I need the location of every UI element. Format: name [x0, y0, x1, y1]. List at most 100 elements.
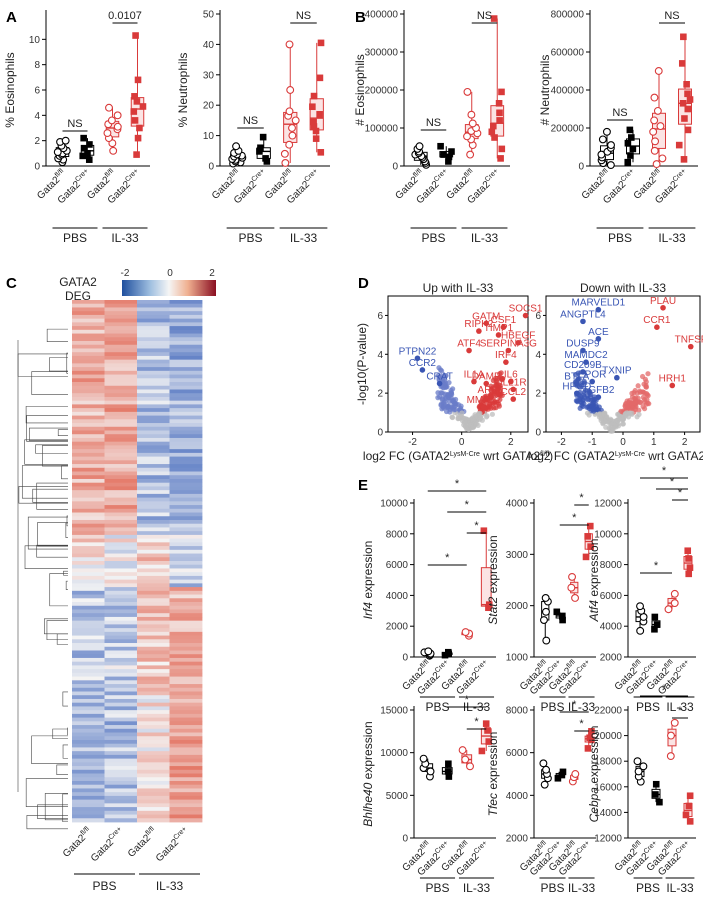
heatmap-cell-51-3	[169, 490, 203, 495]
heatmap-cell-50-0	[72, 486, 105, 491]
heatmap-cell-133-1	[104, 795, 138, 801]
heatmap-cell-74-1	[104, 575, 138, 581]
heatmap-cell-37-2	[137, 437, 170, 443]
heatmap-cell-89-2	[137, 631, 170, 636]
heatmap-cell-17-0	[72, 363, 105, 368]
heatmap-cell-94-2	[137, 650, 170, 655]
heatmap-cell-120-2	[137, 747, 170, 752]
heatmap-cell-12-3	[169, 344, 203, 349]
heatmap-cell-61-3	[169, 527, 203, 532]
D2-highlight-point-11	[574, 380, 580, 387]
heatmap-cell-81-1	[104, 602, 138, 607]
D2-point-245	[615, 411, 621, 417]
heatmap-cell-102-1	[104, 680, 138, 685]
A1-point-3-3	[131, 117, 139, 124]
heatmap-cell-68-1	[104, 553, 138, 558]
heatmap-cell-96-2	[137, 657, 170, 663]
B1-point-3-2	[491, 134, 498, 141]
heatmap-cell-44-0	[72, 464, 105, 469]
heatmap-cell-115-1	[104, 728, 138, 733]
A2-point-3-9	[317, 39, 325, 47]
heatmap-cell-67-1	[104, 549, 138, 554]
A2-point-1-3	[257, 144, 264, 152]
B1-point-2-0	[466, 150, 475, 159]
D2-highlight-point-2	[580, 318, 586, 325]
heatmap-cell-101-0	[72, 676, 105, 681]
heatmap-cell-14-0	[72, 352, 105, 357]
heatmap-cell-109-1	[104, 706, 138, 711]
D1-point-256	[478, 415, 484, 421]
heatmap-cell-69-0	[72, 557, 105, 562]
E5-ytick-label-1: 4000	[506, 791, 529, 802]
E1-ytick-label-1: 2000	[386, 622, 409, 633]
E1-ytick-label-3: 6000	[386, 560, 409, 571]
heatmap-cell-54-3	[169, 501, 203, 506]
heatmap-cell-34-3	[169, 426, 203, 431]
heatmap-cell-123-0	[72, 758, 105, 763]
B2-point-3-5	[679, 100, 687, 107]
E6-ytick-label-3: 18000	[594, 757, 622, 768]
E3-point-2-0	[664, 605, 673, 614]
heatmap-cell-11-0	[72, 341, 105, 346]
heatmap-cell-62-3	[169, 531, 203, 536]
dendrogram-branch-21	[46, 328, 68, 343]
D1-point-229	[458, 403, 464, 409]
D1-ytick-label-3: 6	[377, 311, 383, 322]
heatmap-cell-101-1	[104, 676, 138, 681]
D2-point-101	[573, 372, 579, 378]
heatmap-cell-5-2	[137, 318, 170, 323]
heatmap-cell-30-3	[169, 411, 203, 416]
A2-group-label-0: PBS	[238, 231, 262, 245]
heatmap-cell-77-1	[104, 587, 138, 592]
D2-highlight-point-1	[660, 304, 666, 311]
panel-letter-D: D	[358, 275, 369, 292]
heatmap-cell-25-2	[137, 393, 170, 398]
dendrogram-branch-19	[25, 778, 68, 808]
D2-gene-label-0: MARVELD1	[571, 298, 625, 309]
heatmap-cell-23-3	[169, 385, 203, 390]
heatmap-cell-95-0	[72, 654, 105, 659]
heatmap-cell-58-3	[169, 516, 203, 521]
dendrogram-branch-0	[37, 804, 68, 819]
heatmap-cell-103-0	[72, 684, 105, 689]
dendrogram-branch-29	[63, 570, 68, 576]
A1-point-0-11	[61, 136, 70, 145]
heatmap-cell-128-0	[72, 777, 105, 782]
E3-y-axis-label: Atf4 expression	[587, 539, 601, 623]
heatmap-cell-112-0	[72, 717, 105, 722]
A2-point-2-9	[285, 40, 294, 49]
heatmap-cell-8-3	[169, 329, 203, 334]
heatmap-cell-119-0	[72, 743, 105, 748]
heatmap-cell-121-2	[137, 751, 170, 756]
colorbar-tick-0: -2	[121, 268, 130, 279]
heatmap-cell-123-1	[104, 758, 138, 763]
heatmap-cell-84-2	[137, 613, 170, 618]
D2-point-234	[640, 404, 646, 410]
heatmap-cell-34-1	[104, 426, 138, 431]
A1-point-2-8	[113, 111, 122, 120]
heatmap-cell-112-2	[137, 717, 170, 722]
heatmap-cell-55-2	[137, 505, 170, 510]
E3-point-0-4	[636, 602, 644, 611]
heatmap-cell-42-0	[72, 456, 105, 461]
heatmap-cell-120-3	[169, 747, 203, 752]
heatmap-cell-18-3	[169, 367, 203, 372]
heatmap-cell-53-1	[104, 497, 138, 502]
heatmap-cell-51-1	[104, 490, 138, 495]
heatmap-cell-100-3	[169, 672, 203, 677]
heatmap-cell-65-1	[104, 542, 138, 547]
D1-gene-label-1: GATM	[472, 311, 500, 322]
heatmap-cell-91-3	[169, 639, 203, 644]
heatmap-cell-30-2	[137, 411, 170, 416]
heatmap-cell-89-1	[104, 631, 138, 636]
D1-point-190	[440, 384, 446, 390]
heatmap-cell-66-0	[72, 546, 105, 551]
heatmap-cell-39-2	[137, 445, 170, 450]
heatmap-cell-39-3	[169, 445, 203, 450]
A1-group-label-1: IL-33	[111, 231, 139, 245]
E6-point-3-3	[686, 792, 694, 800]
E6-point-2-1	[667, 731, 675, 740]
B2-point-3-4	[684, 105, 692, 113]
heatmap-cell-16-0	[72, 359, 105, 364]
heatmap-cell-6-0	[72, 322, 105, 327]
